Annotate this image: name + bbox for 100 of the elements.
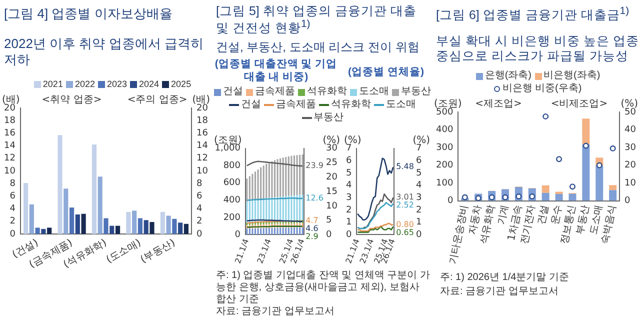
y-tick-label: 800	[223, 160, 241, 171]
legend-label: 도소매	[359, 86, 389, 98]
y2-tick-label: 16	[196, 128, 208, 139]
legend-label: 석유화학	[331, 99, 371, 111]
y-tick-label: 16	[4, 128, 16, 139]
text: (업종별 대출잔액 및 기업대출 내 비중)	[214, 58, 338, 84]
chart-subtitle: 건설, 부동산, 도소매 리스크 전이 위험	[216, 40, 420, 54]
y-tick-label: 6	[346, 156, 352, 166]
y-tick-label: 18	[4, 116, 16, 126]
y-tick-label: 8	[10, 178, 16, 189]
chart-title: [그림 6] 업종별 금융기관 대출금$^{1)}$	[436, 6, 630, 24]
text: 주: 1) 업종별 기업대출 잔액 및 연체액 구분이 가능한 은행, 상호금융(새마을금고 제외), 보험사 합산 기준	[216, 270, 430, 306]
text: 주: 1) 2026년 1/4분기말 기준	[440, 272, 570, 284]
legend-label: 2022	[74, 78, 95, 90]
y2-tick-label: 20	[196, 103, 208, 114]
y-tick-label: 6	[10, 192, 16, 202]
legend-label: 건설	[223, 86, 243, 98]
y2-tick-label: 2	[416, 205, 422, 216]
y-tick-label: 200	[436, 160, 454, 171]
y-tick-label: 1	[346, 218, 352, 228]
y2-tick-label: 14	[196, 141, 208, 152]
legend-label: 건설	[241, 99, 261, 111]
y-axis-title: (조원)	[214, 134, 242, 146]
chart-subtitle: 2022년 이후 취약 업종에서 급격히 저하	[4, 36, 204, 68]
y2-axis-title: (%)	[412, 134, 430, 146]
y2-tick-label: 6	[416, 156, 422, 166]
chart-title: (업종별 연체율)	[347, 66, 425, 79]
x-tick-label: 석유화학	[478, 204, 498, 246]
y-tick-label: 4	[10, 204, 16, 214]
y-tick-label: 7	[346, 144, 352, 154]
data-label: 2.52	[396, 200, 414, 210]
x-tick-label: 26.1/4	[289, 238, 306, 265]
y2-tick-label: 2	[196, 216, 202, 227]
legend-label: 2023	[106, 78, 128, 90]
y2-tick-label: 4	[196, 204, 203, 214]
data-label: 4.6	[306, 224, 318, 234]
y-tick-label: 0	[447, 196, 454, 206]
text: 자료: 금융기관 업무보고서	[216, 306, 336, 318]
y-tick-label: 20	[4, 103, 16, 114]
chart-subtitle: 부실 확대 시 비은행 비중 높은 업종 중심으로 리스크가 파급될 가능성	[436, 34, 640, 64]
text: <주의 업종>	[127, 94, 188, 106]
y2-tick-label: 8	[196, 178, 203, 189]
data-label: 5.48	[396, 162, 414, 172]
data-label: 3.01	[396, 192, 414, 202]
y2-tick-label: 5	[416, 168, 422, 178]
y-tick-label: 400	[223, 196, 241, 206]
legend-label: 석유화학	[307, 86, 347, 98]
data-label: 2.9	[306, 232, 318, 242]
x-tick-label: 기계	[496, 204, 511, 226]
x-tick-label: 운수	[550, 204, 565, 226]
y-tick-label: 500	[436, 107, 454, 118]
data-label: 0.65	[396, 228, 414, 237]
data-label: 23.9	[306, 161, 324, 170]
y2-tick-label: 20	[326, 172, 338, 182]
y-tick-label: 600	[223, 178, 241, 188]
y2-tick-label: 30	[326, 144, 338, 154]
x-tick-label: 부동산	[574, 204, 592, 236]
y-tick-label: 1,000	[214, 144, 241, 154]
y2-tick-label: 1	[416, 218, 422, 228]
y2-tick-label: 0	[624, 196, 631, 206]
y-tick-label: 100	[436, 178, 454, 188]
y-tick-label: 2	[10, 216, 16, 227]
y-axis-title: (%)	[344, 134, 362, 146]
y-tick-label: 0	[10, 229, 16, 240]
chart-title: [그림 5] 취약 업종의 금융기관 대출 및 건전성 현황$^{1)}$	[216, 4, 418, 36]
text: <제조업>	[475, 98, 522, 110]
y2-axis-title: (%)	[322, 134, 340, 146]
y-tick-label: 4	[346, 180, 352, 191]
y2-tick-label: 0	[196, 229, 203, 240]
legend-label: 도소매	[386, 99, 416, 111]
y2-tick-label: 12	[196, 154, 208, 164]
data-label: 4.7	[306, 216, 318, 226]
legend-label: 부동산	[314, 112, 344, 124]
y2-tick-label: 10	[624, 178, 636, 188]
y-tick-label: 12	[4, 154, 16, 164]
legend-label: 2025	[171, 78, 192, 90]
y2-tick-label: 15	[326, 186, 338, 197]
legend-label: 은행(좌축)	[484, 70, 532, 82]
y2-tick-label: 40	[624, 125, 636, 136]
data-label: 12.6	[306, 194, 324, 203]
legend-label: 부동산	[401, 86, 431, 98]
text: <비제조업>	[550, 98, 608, 110]
y-tick-label: 400	[436, 125, 454, 136]
y2-tick-label: 25	[326, 158, 338, 168]
legend-label: 비은행 비중(우축)	[502, 83, 582, 95]
legend-label: 2024	[139, 78, 160, 90]
chart-title: [그림 4] 업종별 이자보상배율	[4, 6, 174, 22]
y2-tick-label: 30	[624, 142, 636, 153]
y2-tick-label: 20	[624, 160, 636, 171]
y2-tick-label: 10	[326, 201, 338, 212]
x-tick-label: 숙박음식	[600, 204, 618, 246]
legend-label: 금속제품	[276, 99, 316, 111]
data-label: 0.80	[396, 220, 414, 229]
y-tick-label: 14	[4, 141, 16, 152]
y-tick-label: 300	[436, 142, 454, 153]
x-tick-label: 건설	[536, 204, 552, 226]
y2-tick-label: 0	[416, 230, 422, 240]
y2-tick-label: 5	[326, 216, 332, 226]
y-tick-label: 0	[346, 230, 352, 240]
y-tick-label: 0	[234, 230, 241, 240]
